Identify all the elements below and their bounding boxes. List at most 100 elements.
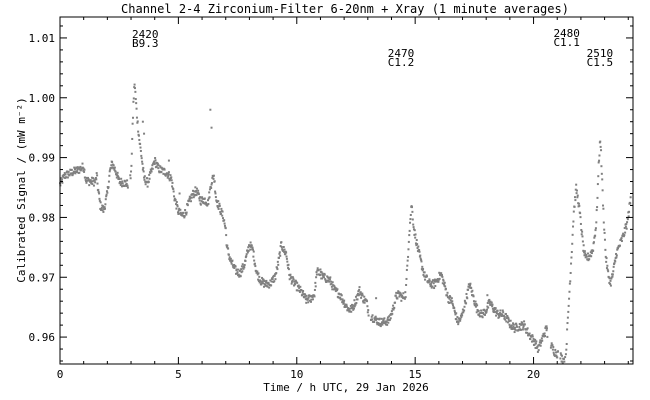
chart-title: Channel 2-4 Zirconium-Filter 6-20nm + Xr… (121, 2, 569, 16)
flare-label: C1.5 (587, 56, 614, 69)
data-point (349, 310, 352, 313)
data-point (539, 339, 542, 342)
data-point (63, 172, 66, 175)
data-point (98, 192, 101, 195)
data-point (75, 171, 78, 174)
data-point (342, 301, 345, 304)
data-point (600, 172, 603, 175)
data-point (313, 295, 316, 298)
data-point (423, 271, 426, 274)
data-point (625, 227, 628, 230)
data-point (543, 335, 546, 338)
data-point (321, 277, 324, 280)
data-point (478, 314, 481, 317)
data-point (356, 298, 359, 301)
data-point (519, 328, 522, 331)
data-point (201, 197, 204, 200)
data-point (212, 174, 215, 177)
data-point (263, 285, 266, 288)
data-point (87, 178, 90, 181)
data-point (475, 303, 478, 306)
data-point (503, 315, 506, 318)
data-point (192, 196, 195, 199)
data-point (361, 294, 364, 297)
data-point (289, 277, 292, 280)
data-point (81, 162, 84, 165)
data-point (190, 196, 193, 199)
data-point (73, 170, 76, 173)
data-point (256, 273, 259, 276)
data-point (453, 307, 456, 310)
data-point (208, 196, 211, 199)
data-point (282, 249, 285, 252)
data-point (305, 301, 308, 304)
data-point (433, 287, 436, 290)
data-point (392, 304, 395, 307)
data-point (394, 294, 397, 297)
data-point (457, 321, 460, 324)
data-point (352, 304, 355, 307)
data-point (363, 301, 366, 304)
data-point (169, 178, 172, 181)
data-point (497, 312, 500, 315)
data-point (385, 320, 388, 323)
data-point (542, 334, 545, 337)
data-point (507, 318, 510, 321)
data-point (436, 278, 439, 281)
data-point (409, 221, 412, 224)
data-point (460, 315, 463, 318)
data-point (411, 218, 414, 221)
data-point (484, 310, 487, 313)
data-point (454, 313, 457, 316)
data-point (418, 250, 421, 253)
data-point (374, 315, 377, 318)
data-point (523, 320, 526, 323)
data-point (200, 200, 203, 203)
data-point (309, 300, 312, 303)
data-point (74, 170, 77, 173)
data-point (329, 276, 332, 279)
data-point (434, 285, 437, 288)
data-point (495, 312, 498, 315)
data-point (276, 268, 279, 271)
data-point (264, 283, 267, 286)
data-point (252, 255, 255, 258)
data-point (335, 287, 338, 290)
data-point (94, 181, 97, 184)
data-point (442, 283, 445, 286)
data-point (158, 170, 161, 173)
data-point (257, 278, 260, 281)
data-point (561, 360, 564, 363)
data-point (166, 172, 169, 175)
data-point (568, 282, 571, 285)
data-point (479, 315, 482, 318)
data-point (432, 279, 435, 282)
data-point (105, 193, 108, 196)
data-point (564, 353, 567, 356)
data-point (341, 300, 344, 303)
data-point (82, 167, 85, 170)
data-point (286, 260, 289, 263)
data-point (100, 206, 103, 209)
data-point (375, 318, 378, 321)
data-point (260, 283, 263, 286)
data-point (612, 270, 615, 273)
data-point (278, 252, 281, 255)
data-point (603, 231, 606, 234)
data-point (545, 325, 548, 328)
data-point (367, 314, 370, 317)
flare-label: C1.2 (388, 56, 415, 69)
data-point (307, 301, 310, 304)
data-point (536, 350, 539, 353)
data-point (311, 298, 314, 301)
data-point (485, 308, 488, 311)
data-point (515, 325, 518, 328)
data-point (515, 324, 518, 327)
data-point (381, 321, 384, 324)
data-point (509, 319, 512, 322)
data-point (422, 268, 425, 271)
data-point (570, 262, 573, 265)
data-point (609, 284, 612, 287)
data-point (323, 276, 326, 279)
data-point (624, 225, 627, 228)
